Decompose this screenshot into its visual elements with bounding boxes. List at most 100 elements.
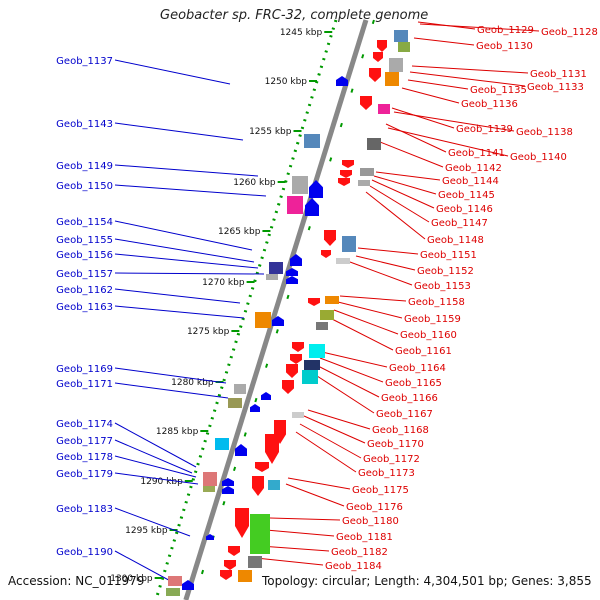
left-gene-leader bbox=[114, 382, 229, 399]
right-gene-leader bbox=[259, 545, 330, 552]
left-gene-leader bbox=[114, 472, 199, 485]
right-gene-leader bbox=[321, 351, 388, 368]
gene-feature-arrow bbox=[373, 52, 383, 62]
left-gene-leader bbox=[114, 422, 197, 468]
gene-feature-box bbox=[203, 486, 215, 492]
left-gene-label: Geob_1174 bbox=[56, 419, 113, 430]
gene-feature-arrow bbox=[224, 560, 236, 570]
gene-feature-box bbox=[248, 556, 262, 568]
left-gene-leader bbox=[114, 220, 253, 251]
left-gene-label: Geob_1143 bbox=[56, 119, 113, 130]
left-gene-label: Geob_1150 bbox=[56, 181, 113, 192]
right-gene-label: Geob_1128 bbox=[541, 27, 598, 38]
gene-feature-box bbox=[203, 472, 217, 486]
right-gene-label: Geob_1160 bbox=[400, 330, 457, 341]
right-gene-leader bbox=[401, 87, 460, 104]
right-gene-leader bbox=[391, 107, 455, 129]
right-gene-label: Geob_1131 bbox=[530, 69, 587, 80]
right-gene-label: Geob_1142 bbox=[445, 163, 502, 174]
left-gene-label: Geob_1155 bbox=[56, 235, 113, 246]
right-gene-label: Geob_1170 bbox=[367, 439, 424, 450]
gene-feature-arrow bbox=[182, 580, 194, 590]
gene-feature-box bbox=[316, 322, 328, 330]
gene-feature-arrow bbox=[265, 434, 279, 464]
gene-feature-arrow bbox=[272, 316, 284, 326]
left-gene-label: Geob_1154 bbox=[56, 217, 113, 228]
right-gene-label: Geob_1147 bbox=[431, 218, 488, 229]
gene-feature-box bbox=[378, 104, 390, 114]
gene-feature-arrow bbox=[290, 354, 302, 364]
gene-feature-arrow bbox=[292, 342, 304, 352]
right-gene-leader bbox=[349, 261, 413, 286]
ruler-tick-label: 1295 kbp bbox=[125, 526, 168, 536]
gene-feature-box bbox=[367, 138, 381, 150]
ruler-tick-label: 1245 kbp bbox=[280, 28, 323, 38]
right-gene-leader bbox=[371, 179, 435, 209]
right-gene-leader bbox=[313, 373, 375, 414]
gene-feature-box bbox=[389, 58, 403, 72]
gene-feature-arrow bbox=[340, 170, 352, 178]
right-gene-leader bbox=[387, 127, 509, 157]
backbone-line bbox=[183, 19, 369, 600]
right-gene-label: Geob_1158 bbox=[408, 297, 465, 308]
left-gene-leader bbox=[114, 272, 265, 275]
gene-feature-arrow bbox=[309, 180, 323, 198]
gene-feature-arrow bbox=[235, 508, 249, 538]
left-gene-leader bbox=[114, 184, 267, 197]
right-gene-label: Geob_1167 bbox=[376, 409, 433, 420]
gene-feature-arrow bbox=[286, 276, 298, 284]
inner-tick-line bbox=[192, 19, 375, 600]
gene-feature-box bbox=[320, 310, 334, 320]
left-gene-leader bbox=[114, 455, 197, 478]
gene-feature-arrow bbox=[255, 462, 269, 472]
right-gene-label: Geob_1182 bbox=[331, 547, 388, 558]
ruler-tick-label: 1275 kbp bbox=[187, 327, 230, 337]
left-gene-leader bbox=[114, 288, 241, 304]
right-gene-leader bbox=[407, 79, 469, 90]
right-gene-leader bbox=[373, 175, 437, 195]
gene-feature-arrow bbox=[369, 68, 381, 82]
right-gene-leader bbox=[287, 477, 351, 490]
gene-feature-box bbox=[255, 312, 271, 328]
gene-feature-box bbox=[336, 258, 350, 264]
left-gene-leader bbox=[114, 238, 255, 263]
right-gene-leader bbox=[365, 191, 426, 240]
gene-feature-box bbox=[342, 236, 356, 252]
gene-feature-box bbox=[292, 412, 304, 418]
gene-feature-arrow bbox=[261, 392, 271, 400]
gene-feature-box bbox=[325, 296, 339, 304]
gene-feature-arrow bbox=[286, 364, 298, 378]
right-gene-label: Geob_1168 bbox=[372, 425, 429, 436]
right-gene-label: Geob_1145 bbox=[438, 190, 495, 201]
gene-feature-box bbox=[238, 570, 252, 582]
gene-feature-arrow bbox=[290, 254, 302, 266]
right-gene-leader bbox=[299, 423, 362, 459]
ruler-tick-label: 1290 kbp bbox=[140, 477, 183, 487]
right-gene-leader bbox=[295, 431, 357, 473]
left-gene-leader bbox=[114, 305, 245, 319]
left-gene-label: Geob_1190 bbox=[56, 547, 113, 558]
right-gene-label: Geob_1130 bbox=[476, 41, 533, 52]
accession-label: Accession: NC_011979 bbox=[8, 574, 145, 588]
gene-feature-box bbox=[228, 398, 242, 408]
right-gene-leader bbox=[385, 123, 447, 153]
gene-feature-arrow bbox=[321, 250, 331, 258]
right-gene-label: Geob_1153 bbox=[414, 281, 471, 292]
topology-label: Topology: circular; Length: 4,304,501 bp… bbox=[262, 574, 592, 588]
right-gene-label: Geob_1146 bbox=[436, 204, 493, 215]
gene-feature-arrow bbox=[222, 486, 234, 494]
left-gene-leader bbox=[114, 122, 244, 141]
left-gene-label: Geob_1137 bbox=[56, 56, 113, 67]
right-gene-label: Geob_1151 bbox=[420, 250, 477, 261]
ruler-tick-label: 1265 kbp bbox=[218, 227, 261, 237]
gene-feature-box bbox=[309, 344, 325, 358]
right-gene-leader bbox=[319, 357, 384, 383]
right-gene-label: Geob_1184 bbox=[325, 561, 382, 572]
gene-feature-arrow bbox=[235, 444, 247, 456]
gene-feature-box bbox=[304, 360, 320, 370]
left-gene-leader bbox=[114, 59, 231, 85]
right-gene-label: Geob_1181 bbox=[336, 532, 393, 543]
gene-feature-box bbox=[234, 384, 246, 394]
